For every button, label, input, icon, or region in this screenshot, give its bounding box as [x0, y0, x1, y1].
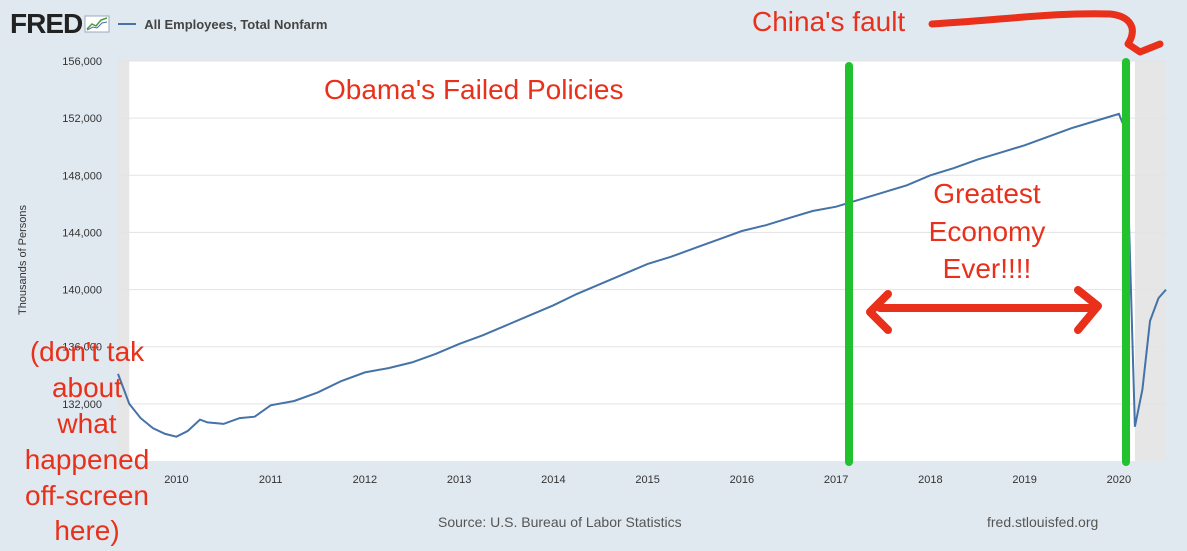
annotation-offscreen-1: (don't tak — [30, 336, 145, 367]
recession-band-0 — [118, 61, 130, 461]
plot-area — [118, 61, 1166, 461]
x-tick-label: 2019 — [1012, 474, 1036, 486]
site-link[interactable]: fred.stlouisfed.org — [987, 514, 1099, 530]
y-tick-label: 156,000 — [62, 56, 102, 68]
recession-band-1 — [1134, 61, 1166, 461]
y-tick-label: 144,000 — [62, 227, 102, 239]
annotation-ever: Ever!!!! — [943, 253, 1032, 284]
x-tick-label: 2013 — [447, 474, 471, 486]
annotation-offscreen-3: what — [56, 408, 116, 439]
x-tick-label: 2016 — [730, 474, 754, 486]
y-tick-label: 152,000 — [62, 113, 102, 125]
double-arrow-icon — [866, 286, 1102, 334]
fred-logo: FRED — [10, 8, 83, 39]
annotation-obama: Obama's Failed Policies — [324, 74, 623, 105]
y-tick-label: 148,000 — [62, 170, 102, 182]
x-tick-label: 2012 — [353, 474, 377, 486]
y-axis-ticks: 132,000 136,000 140,000 144,000 148,000 152,0… — [62, 56, 102, 411]
x-axis-ticks: 2010 2011 2012 2013 2014 2015 2016 2017 2018 2019… — [164, 474, 1131, 486]
y-tick-label: 136,000 — [62, 342, 102, 354]
annotation-offscreen-4: happened — [25, 444, 150, 475]
legend: All Employees, Total Nonfarm — [118, 17, 327, 32]
legend-label: All Employees, Total Nonfarm — [144, 16, 328, 32]
y-axis-label: Thousands of Persons — [17, 204, 29, 315]
x-tick-label: 2010 — [164, 474, 188, 486]
annotation-china: China's fault — [752, 6, 905, 37]
y-tick-label: 140,000 — [62, 285, 102, 297]
x-tick-label: 2011 — [259, 474, 283, 486]
annotation-economy: Economy — [929, 216, 1046, 247]
x-tick-label: 2020 — [1107, 474, 1131, 486]
series-line-0 — [117, 112, 1167, 438]
gridlines — [118, 60, 1166, 405]
annotation-greatest: Greatest — [933, 178, 1041, 209]
annotation-offscreen-2: about — [52, 372, 122, 403]
line-chart-icon — [84, 15, 110, 33]
fred-header: FRED All Employees, Total Nonfarm — [10, 6, 327, 42]
annotation-offscreen-5: off-screen — [25, 480, 149, 511]
china-arrow-icon — [928, 10, 1164, 56]
x-tick-label: 2017 — [824, 474, 848, 486]
x-tick-label: 2015 — [635, 474, 659, 486]
series-layer — [117, 112, 1167, 438]
legend-swatch — [118, 23, 137, 25]
x-tick-label: 2014 — [541, 474, 565, 486]
y-tick-label: 132,000 — [62, 399, 102, 411]
source-text: Source: U.S. Bureau of Labor Statistics — [438, 514, 682, 530]
x-tick-label: 2018 — [918, 474, 942, 486]
annotation-offscreen-6: here) — [54, 515, 119, 546]
recession-shading — [118, 61, 1166, 461]
